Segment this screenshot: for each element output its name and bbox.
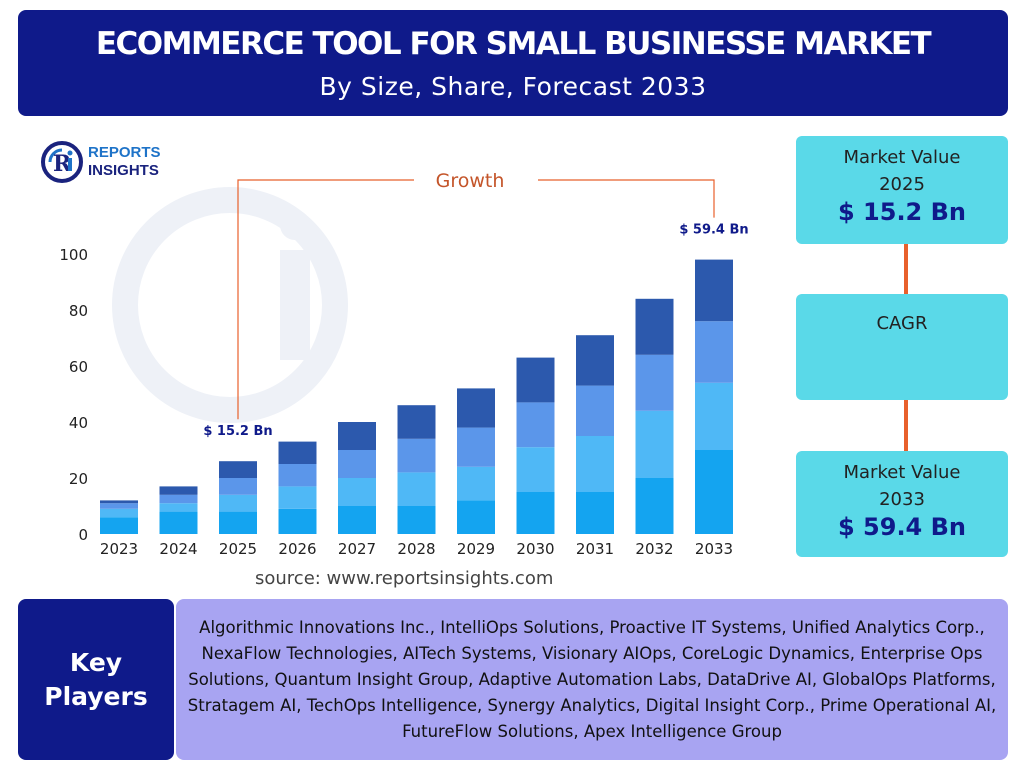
market-value-2025-year: 2025: [879, 174, 925, 195]
bar-segment-2026-s3: [278, 464, 317, 487]
bar-segment-2030-s1: [516, 492, 555, 534]
x-tick-label: 2023: [100, 540, 138, 558]
cagr-label: CAGR: [876, 313, 928, 334]
bar-segment-2028-s2: [397, 472, 436, 506]
key-players-label-line1: Key: [69, 647, 123, 677]
bar-segment-2026-s1: [278, 508, 317, 534]
bar-segment-2028-s1: [397, 506, 436, 534]
bar-annotation-2025: $ 15.2 Bn: [203, 424, 272, 439]
bar-segment-2024-s1: [159, 511, 198, 534]
key-players-label-box: Key Players: [18, 599, 174, 760]
bar-annotation-2033: $ 59.4 Bn: [679, 223, 748, 238]
bar-segment-2033-s1: [695, 450, 733, 534]
bar-segment-2023-s1: [100, 517, 138, 534]
y-tick-label: 20: [69, 470, 88, 488]
x-tick-label: 2026: [278, 540, 316, 558]
y-tick-label: 100: [59, 246, 88, 264]
bar-segment-2029-s3: [457, 427, 495, 467]
bar-segment-2025-s4: [219, 461, 257, 478]
bar-segment-2028-s4: [397, 405, 436, 439]
bar-segment-2024-s2: [159, 503, 198, 512]
connector-line-top: [904, 244, 908, 294]
bar-segment-2023-s2: [100, 508, 138, 518]
x-tick-label: 2028: [397, 540, 435, 558]
x-tick-label: 2032: [635, 540, 673, 558]
bar-segment-2029-s4: [457, 388, 495, 428]
y-tick-label: 80: [69, 302, 88, 320]
growth-label: Growth: [436, 170, 505, 192]
bar-segment-2033-s3: [695, 321, 733, 383]
x-tick-label: 2025: [219, 540, 257, 558]
bar-segment-2031-s3: [576, 385, 614, 436]
bar-segment-2024-s3: [159, 494, 198, 504]
market-value-2033-amount: $ 59.4 Bn: [837, 513, 966, 541]
bar-segment-2027-s1: [338, 506, 376, 534]
bar-segment-2032-s3: [635, 354, 674, 411]
key-players-list-box: Algorithmic Innovations Inc., IntelliOps…: [176, 599, 1008, 760]
bar-segment-2029-s1: [457, 500, 495, 534]
market-value-2025-label: Market Value: [843, 147, 961, 168]
market-value-2033-card: Market Value 2033 $ 59.4 Bn: [796, 451, 1008, 557]
connector-line-bottom: [904, 400, 908, 451]
logo-text-insights: INSIGHTS: [88, 162, 159, 179]
x-tick-label: 2027: [338, 540, 376, 558]
bar-segment-2031-s4: [576, 335, 614, 386]
bar-segment-2030-s4: [516, 357, 555, 403]
bar-segment-2033-s2: [695, 382, 733, 450]
bar-segment-2032-s1: [635, 478, 674, 534]
market-value-2025-card: Market Value 2025 $ 15.2 Bn: [796, 136, 1008, 244]
bar-segment-2023-s4: [100, 500, 138, 504]
x-tick-label: 2030: [516, 540, 554, 558]
bar-segment-2030-s2: [516, 447, 555, 492]
logo-icon: R: [41, 141, 83, 183]
market-value-2033-label: Market Value: [843, 462, 961, 483]
bar-segment-2025-s1: [219, 511, 257, 534]
growth-bracket-right: [538, 179, 715, 218]
bar-segment-2023-s3: [100, 503, 138, 509]
market-bar-chart: 0 20 40 60 80 100 2023 2024 2025 2026 2027 2028 2029…: [59, 170, 748, 558]
bar-segment-2027-s4: [338, 422, 376, 450]
market-value-2033-year: 2033: [879, 489, 925, 510]
y-tick-label: 0: [78, 526, 88, 544]
bar-segment-2024-s4: [159, 486, 198, 495]
key-players-label-line2: Players: [44, 681, 148, 711]
bar-segment-2030-s3: [516, 402, 555, 448]
page-title: ECOMMERCE TOOL FOR SMALL BUSINESSE MARKE…: [95, 26, 932, 62]
y-tick-label: 60: [69, 358, 88, 376]
bar-segment-2032-s4: [635, 298, 674, 355]
bar-segment-2027-s2: [338, 478, 376, 506]
x-tick-label: 2024: [159, 540, 197, 558]
bar-segment-2032-s2: [635, 410, 674, 478]
x-tick-label: 2031: [576, 540, 614, 558]
bar-segment-2025-s2: [219, 494, 257, 512]
bar-segment-2029-s2: [457, 466, 495, 501]
bar-segment-2027-s3: [338, 450, 376, 478]
growth-bracket-left: [237, 179, 414, 420]
bar-segment-2031-s2: [576, 436, 614, 492]
bar-segment-2026-s4: [278, 441, 317, 464]
key-players-list: Algorithmic Innovations Inc., IntelliOps…: [187, 617, 997, 741]
market-value-2025-amount: $ 15.2 Bn: [837, 198, 966, 226]
bar-segment-2025-s3: [219, 478, 257, 495]
source-caption: source: www.reportsinsights.com: [255, 568, 554, 589]
svg-text:R: R: [53, 151, 72, 177]
x-tick-label: 2029: [457, 540, 495, 558]
reports-insights-logo: R REPORTS INSIGHTS: [40, 140, 180, 184]
bar-segment-2033-s4: [695, 259, 733, 322]
page-subtitle: By Size, Share, Forecast 2033: [319, 72, 707, 101]
cagr-card: CAGR: [796, 294, 1008, 400]
header-banner: ECOMMERCE TOOL FOR SMALL BUSINESSE MARKE…: [18, 10, 1008, 116]
logo-text-reports: REPORTS: [88, 144, 161, 161]
bar-segment-2031-s1: [576, 492, 614, 534]
bar-segment-2028-s3: [397, 438, 436, 473]
bar-segment-2026-s2: [278, 486, 317, 509]
y-tick-label: 40: [69, 414, 88, 432]
x-tick-label: 2033: [695, 540, 733, 558]
